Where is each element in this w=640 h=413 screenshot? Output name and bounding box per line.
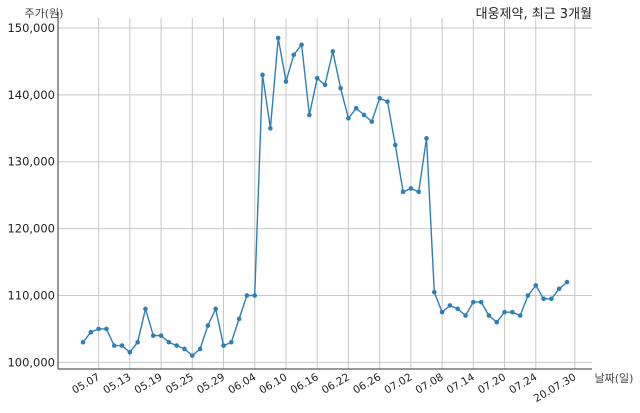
- data-point: [510, 309, 515, 315]
- x-tick-label: 07.20: [476, 371, 508, 396]
- data-point: [471, 299, 476, 305]
- data-point: [455, 306, 461, 312]
- data-point: [244, 293, 250, 298]
- data-point: [88, 329, 94, 335]
- y-tick-label: 110,000: [7, 288, 55, 302]
- data-point: [150, 333, 156, 338]
- data-point: [416, 189, 421, 195]
- data-point: [346, 115, 351, 121]
- x-tick-label: 07.14: [445, 371, 477, 397]
- data-point: [307, 112, 312, 118]
- data-point: [96, 326, 101, 332]
- data-point: [291, 52, 297, 58]
- data-point: [556, 286, 562, 292]
- data-point: [283, 79, 289, 84]
- data-point: [369, 119, 375, 124]
- x-tick-label: 06.16: [289, 371, 321, 397]
- data-point: [494, 319, 500, 325]
- data-point: [166, 339, 172, 345]
- data-point: [322, 82, 328, 88]
- x-tick-label: 05.19: [133, 371, 165, 396]
- data-point: [314, 75, 320, 81]
- data-point: [205, 323, 211, 328]
- data-point: [400, 189, 406, 195]
- x-tick-label: 07.02: [382, 371, 414, 396]
- data-point: [221, 343, 226, 348]
- data-point: [353, 105, 359, 111]
- x-tick-label: 05.07: [70, 371, 102, 396]
- x-tick-label: 05.13: [101, 371, 133, 396]
- data-point: [189, 353, 195, 358]
- data-point: [104, 326, 109, 332]
- data-point: [260, 72, 265, 78]
- data-point: [486, 313, 492, 318]
- data-point: [229, 339, 234, 345]
- data-point: [478, 299, 484, 305]
- x-tick-label: 05.29: [195, 371, 227, 396]
- y-tick-label: 130,000: [7, 155, 55, 169]
- data-point: [463, 313, 468, 318]
- data-point: [119, 343, 125, 348]
- data-point: [541, 296, 546, 302]
- labels: 대웅제약, 최근 3개월 주가(원) 날짜(일): [25, 7, 634, 385]
- y-tick-label: 120,000: [7, 222, 55, 236]
- data-point: [330, 49, 336, 54]
- y-tick-label: 100,000: [7, 355, 55, 369]
- data-point: [533, 283, 539, 288]
- data-point: [80, 339, 86, 345]
- data-point: [174, 343, 179, 348]
- data-point: [424, 136, 429, 141]
- x-tick-label: 06.10: [257, 371, 289, 396]
- data-point: [143, 306, 148, 312]
- grid: [58, 18, 592, 369]
- data-point: [252, 293, 258, 298]
- data-point: [299, 42, 304, 48]
- data-point: [439, 309, 445, 315]
- data-point: [158, 333, 164, 338]
- data-point: [377, 95, 382, 101]
- y-axis-label: 주가(원): [25, 7, 64, 20]
- data-point: [111, 343, 117, 348]
- data-point: [549, 296, 554, 302]
- data-point: [431, 289, 437, 295]
- data-point: [385, 99, 390, 104]
- data-point: [236, 316, 242, 322]
- data-point: [127, 349, 133, 355]
- data-point: [447, 303, 453, 308]
- data-point: [408, 186, 414, 191]
- data-point: [213, 306, 219, 312]
- data-point: [268, 126, 273, 131]
- data-point: [361, 112, 367, 118]
- x-tick-label: 06.22: [320, 371, 352, 396]
- data-point: [135, 339, 140, 345]
- data-point: [517, 313, 523, 318]
- x-tick-label: 07.08: [414, 371, 446, 396]
- y-tick-label: 140,000: [7, 88, 55, 102]
- data-point: [182, 346, 187, 352]
- y-tick-label: 150,000: [7, 21, 55, 35]
- data-point: [338, 85, 343, 91]
- data-point: [502, 309, 507, 315]
- chart-title: 대웅제약, 최근 3개월: [476, 7, 592, 22]
- data-point: [197, 346, 203, 352]
- x-tick-label: 05.25: [164, 371, 196, 396]
- x-tick-label: 20.07.30: [532, 371, 579, 405]
- x-axis-label: 날짜(일): [595, 371, 634, 385]
- data-point: [392, 142, 398, 148]
- data-point: [275, 35, 281, 41]
- data-point: [564, 279, 570, 285]
- series-layer: [80, 35, 570, 358]
- x-tick-label: 06.04: [226, 371, 258, 397]
- data-point: [525, 293, 531, 298]
- x-tick-label: 06.26: [351, 371, 383, 397]
